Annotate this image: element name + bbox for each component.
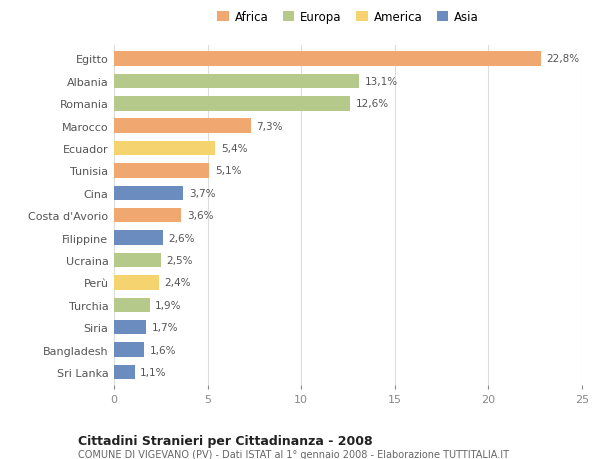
Text: 2,4%: 2,4% — [164, 278, 191, 288]
Bar — [114, 320, 146, 335]
Text: 3,7%: 3,7% — [189, 188, 215, 198]
Bar — [114, 208, 181, 223]
Bar — [114, 164, 209, 178]
Text: Cittadini Stranieri per Cittadinanza - 2008: Cittadini Stranieri per Cittadinanza - 2… — [78, 434, 373, 447]
Bar — [114, 119, 251, 134]
Bar — [114, 74, 359, 89]
Text: 1,7%: 1,7% — [151, 323, 178, 332]
Text: 1,9%: 1,9% — [155, 300, 182, 310]
Text: 2,5%: 2,5% — [166, 255, 193, 265]
Bar — [114, 186, 183, 201]
Text: 2,6%: 2,6% — [168, 233, 195, 243]
Bar — [114, 52, 541, 67]
Text: 1,1%: 1,1% — [140, 367, 167, 377]
Bar — [114, 298, 149, 313]
Text: 22,8%: 22,8% — [547, 54, 580, 64]
Bar — [114, 365, 134, 380]
Text: 13,1%: 13,1% — [365, 77, 398, 87]
Text: 12,6%: 12,6% — [355, 99, 389, 109]
Text: 5,1%: 5,1% — [215, 166, 242, 176]
Text: 5,4%: 5,4% — [221, 144, 247, 154]
Text: 7,3%: 7,3% — [256, 121, 283, 131]
Bar — [114, 97, 350, 111]
Bar — [114, 253, 161, 268]
Text: 1,6%: 1,6% — [149, 345, 176, 355]
Bar — [114, 342, 144, 357]
Bar — [114, 231, 163, 246]
Text: 3,6%: 3,6% — [187, 211, 214, 221]
Bar — [114, 275, 159, 290]
Legend: Africa, Europa, America, Asia: Africa, Europa, America, Asia — [217, 11, 479, 24]
Text: COMUNE DI VIGEVANO (PV) - Dati ISTAT al 1° gennaio 2008 - Elaborazione TUTTITALI: COMUNE DI VIGEVANO (PV) - Dati ISTAT al … — [78, 449, 509, 459]
Bar — [114, 141, 215, 156]
